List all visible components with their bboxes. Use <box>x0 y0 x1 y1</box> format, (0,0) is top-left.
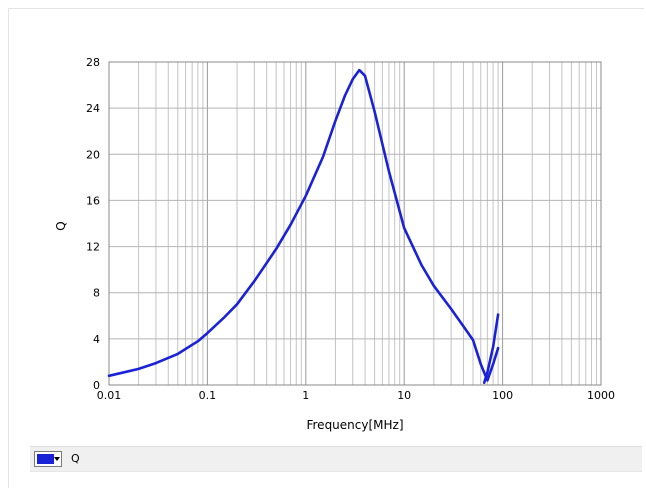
y-tick-label: 12 <box>86 241 100 254</box>
y-tick-label: 0 <box>93 379 100 392</box>
y-tick-label: 4 <box>93 333 100 346</box>
y-tick-label: 8 <box>93 287 100 300</box>
x-tick-label: 0.1 <box>199 389 217 402</box>
y-tick-labels: 0 4 8 12 16 20 24 28 <box>86 56 100 392</box>
x-tick-label: 100 <box>492 389 513 402</box>
legend-label: Q <box>71 452 80 465</box>
grid <box>108 61 601 386</box>
x-axis-label: Frequency[MHz] <box>306 418 403 432</box>
y-tick-label: 28 <box>86 56 100 69</box>
series-color-swatch <box>37 454 54 464</box>
series-layer <box>107 68 500 385</box>
chart-window: 0.01 0.1 1 10 100 1000 0 4 8 12 16 20 24 28 Frequenc… <box>8 8 644 488</box>
legend-bar: Q <box>30 446 642 472</box>
x-tick-label: 1 <box>302 389 309 402</box>
x-tick-label: 10 <box>397 389 411 402</box>
y-tick-label: 16 <box>86 194 100 207</box>
dropdown-arrow-icon <box>54 457 60 461</box>
q-frequency-chart: 0.01 0.1 1 10 100 1000 0 4 8 12 16 20 24 28 Frequenc… <box>54 56 615 432</box>
x-tick-label: 0.01 <box>97 389 122 402</box>
y-tick-label: 20 <box>86 148 100 161</box>
q-series-line <box>107 68 500 382</box>
x-tick-labels: 0.01 0.1 1 10 100 1000 <box>97 389 615 402</box>
q-series-line-segment <box>482 313 500 385</box>
plot-area-border <box>108 61 602 386</box>
series-color-picker[interactable] <box>34 451 62 467</box>
y-tick-label: 24 <box>86 102 100 115</box>
y-axis-label: Q <box>54 221 68 230</box>
x-tick-label: 1000 <box>587 389 615 402</box>
